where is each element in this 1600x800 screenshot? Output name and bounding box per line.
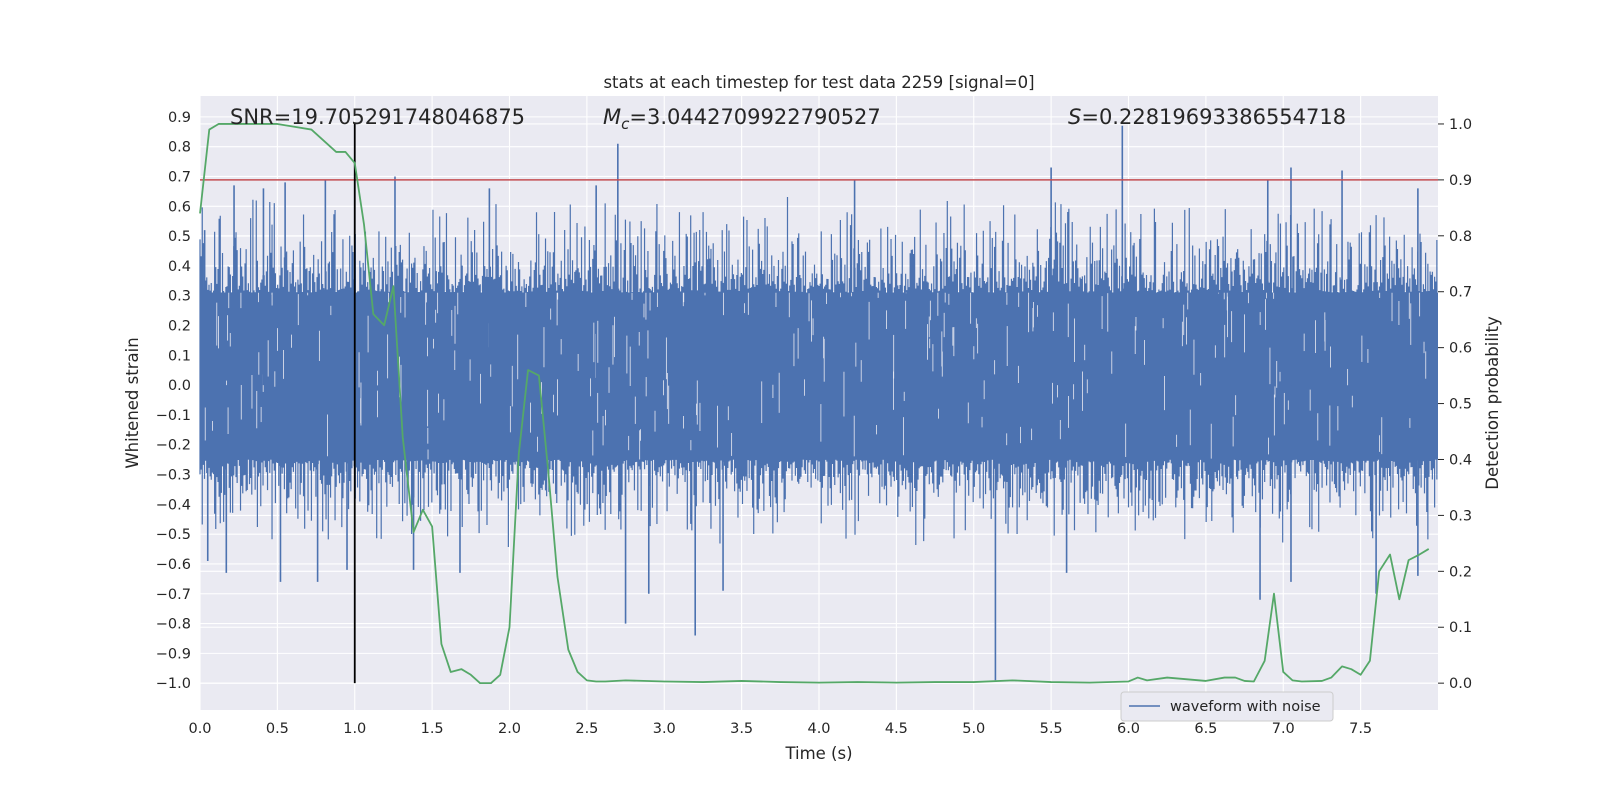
y-tick-label: −0.4 <box>156 497 191 513</box>
x-tick-label: 0.5 <box>266 721 289 737</box>
y-tick-label: −0.6 <box>156 557 191 573</box>
x-tick-label: 6.0 <box>1117 721 1140 737</box>
legend: waveform with noise <box>1120 691 1334 722</box>
y-axis-label: Whitened strain <box>123 337 142 468</box>
overlay-lines <box>200 122 1438 684</box>
y-tick-label: −0.9 <box>156 646 191 662</box>
y-tick-label: 0.1 <box>168 348 191 364</box>
x-tick-label: 6.5 <box>1194 721 1217 737</box>
y-tick-label: −0.5 <box>156 527 191 543</box>
y-tick-label: 0.4 <box>168 259 191 275</box>
y2-tick-label: 0.0 <box>1449 676 1472 692</box>
y2-tick-label: 0.4 <box>1449 452 1472 468</box>
y2-tick-label: 0.1 <box>1449 620 1472 636</box>
probability-line <box>199 123 1430 685</box>
chirp-mass-symbol: M <box>603 105 621 129</box>
y2-tick-label: 1.0 <box>1449 117 1472 133</box>
x-tick-label: 5.5 <box>1040 721 1063 737</box>
y-tick-label: 0.2 <box>168 319 191 335</box>
x-tick-labels: 0.0 0.5 1.0 1.5 2.0 2.5 3.0 3.5 4.0 4.5 5.0 5.5 6.0 6… <box>188 721 1372 737</box>
x-tick-label: 4.5 <box>885 721 908 737</box>
y-tick-label: 0.8 <box>168 140 191 156</box>
chart-title: stats at each timestep for test data 225… <box>603 73 1034 92</box>
y-tick-labels: 0.9 0.8 0.7 0.6 0.5 0.4 0.3 0.2 0.1 0.0 −0.1 −0.2 −0… <box>156 110 191 692</box>
x-tick-label: 2.5 <box>575 721 598 737</box>
probability-series <box>199 123 1430 685</box>
x-tick-label: 1.5 <box>421 721 444 737</box>
y-tick-label: −0.7 <box>156 587 191 603</box>
snr-annotation: SNR=19.705291748046875 <box>230 105 525 129</box>
y-tick-label: 0.9 <box>168 110 191 126</box>
y-tick-label: 0.0 <box>168 378 191 394</box>
x-axis-label: Time (s) <box>784 744 852 763</box>
x-tick-label: 0.0 <box>188 721 211 737</box>
x-tick-label: 5.0 <box>962 721 985 737</box>
chirp-mass-subscript: c <box>621 115 630 133</box>
y2-axis-label: Detection probability <box>1483 316 1502 490</box>
waveform-series <box>199 125 1438 681</box>
y2-tick-label: 0.6 <box>1449 341 1472 357</box>
s-annotation: S=0.22819693386554718 <box>1068 105 1346 129</box>
y2-tick-label: 0.5 <box>1449 397 1472 413</box>
chirp-mass-annotation: Mc=3.0442709922790527 <box>603 105 881 133</box>
x-tick-label: 7.0 <box>1272 721 1295 737</box>
y-tick-label: −1.0 <box>156 676 191 692</box>
legend-box <box>1120 691 1334 722</box>
x-tick-label: 3.0 <box>653 721 676 737</box>
x-tick-label: 3.5 <box>730 721 753 737</box>
y-tick-label: −0.3 <box>156 468 191 484</box>
legend-label-waveform: waveform with noise <box>1170 699 1321 715</box>
y-tick-label: 0.7 <box>168 169 191 185</box>
x-tick-label: 2.0 <box>498 721 521 737</box>
x-tick-label: 7.5 <box>1349 721 1372 737</box>
y2-tick-label: 0.9 <box>1449 173 1472 189</box>
chirp-mass-value: =3.0442709922790527 <box>629 105 880 129</box>
y2-tick-label: 0.2 <box>1449 564 1472 580</box>
s-value: =0.22819693386554718 <box>1081 105 1346 129</box>
s-symbol: S <box>1068 105 1081 129</box>
y2-tick-label: 0.3 <box>1449 508 1472 524</box>
y2-tick-labels: 1.0 0.9 0.8 0.7 0.6 0.5 0.4 0.3 0.2 0.1 0.0 <box>1438 117 1472 692</box>
y-tick-label: −0.2 <box>156 438 191 454</box>
y-tick-label: −0.1 <box>156 408 191 424</box>
y-tick-label: 0.3 <box>168 289 191 305</box>
y2-tick-label: 0.8 <box>1449 229 1472 245</box>
x-tick-label: 4.0 <box>807 721 830 737</box>
x-tick-label: 1.0 <box>343 721 366 737</box>
y-tick-label: 0.6 <box>168 199 191 215</box>
y-tick-label: 0.5 <box>168 229 191 245</box>
waveform-spikes <box>199 197 1438 548</box>
y-tick-label: −0.8 <box>156 617 191 633</box>
y2-tick-label: 0.7 <box>1449 285 1472 301</box>
